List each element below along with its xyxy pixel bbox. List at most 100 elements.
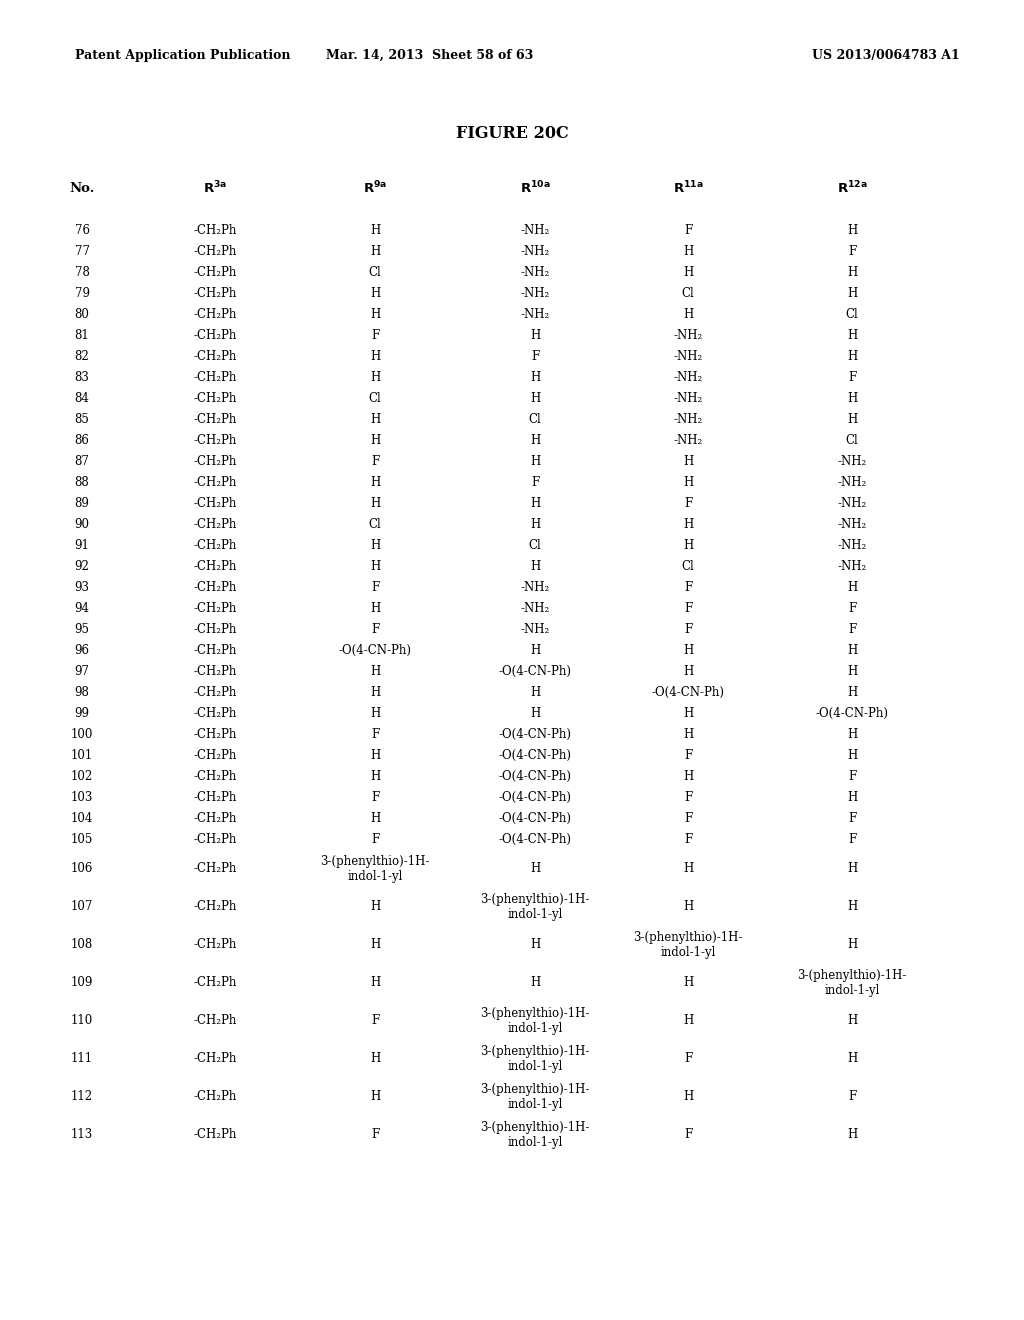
- Text: 107: 107: [71, 900, 93, 913]
- Text: -O(4-CN-Ph): -O(4-CN-Ph): [651, 686, 725, 700]
- Text: H: H: [370, 434, 380, 447]
- Text: 112: 112: [71, 1090, 93, 1104]
- Text: H: H: [529, 455, 540, 469]
- Text: -CH₂Ph: -CH₂Ph: [194, 392, 237, 405]
- Text: H: H: [683, 477, 693, 488]
- Text: H: H: [683, 539, 693, 552]
- Text: -CH₂Ph: -CH₂Ph: [194, 862, 237, 875]
- Text: H: H: [370, 748, 380, 762]
- Text: 3-(phenylthio)-1H-
indol-1-yl: 3-(phenylthio)-1H- indol-1-yl: [480, 1045, 590, 1073]
- Text: 3-(phenylthio)-1H-
indol-1-yl: 3-(phenylthio)-1H- indol-1-yl: [798, 969, 906, 997]
- Text: H: H: [683, 665, 693, 678]
- Text: 94: 94: [75, 602, 89, 615]
- Text: -CH₂Ph: -CH₂Ph: [194, 455, 237, 469]
- Text: F: F: [848, 770, 856, 783]
- Text: F: F: [684, 623, 692, 636]
- Text: H: H: [847, 286, 857, 300]
- Text: -CH₂Ph: -CH₂Ph: [194, 246, 237, 257]
- Text: 106: 106: [71, 862, 93, 875]
- Text: -CH₂Ph: -CH₂Ph: [194, 644, 237, 657]
- Text: -NH₂: -NH₂: [674, 434, 702, 447]
- Text: H: H: [370, 371, 380, 384]
- Text: -CH₂Ph: -CH₂Ph: [194, 602, 237, 615]
- Text: 108: 108: [71, 939, 93, 952]
- Text: H: H: [529, 977, 540, 990]
- Text: F: F: [684, 498, 692, 510]
- Text: 80: 80: [75, 308, 89, 321]
- Text: H: H: [847, 350, 857, 363]
- Text: -CH₂Ph: -CH₂Ph: [194, 686, 237, 700]
- Text: H: H: [683, 517, 693, 531]
- Text: -CH₂Ph: -CH₂Ph: [194, 371, 237, 384]
- Text: 99: 99: [75, 708, 89, 719]
- Text: F: F: [684, 1052, 692, 1065]
- Text: 3-(phenylthio)-1H-
indol-1-yl: 3-(phenylthio)-1H- indol-1-yl: [633, 931, 742, 960]
- Text: F: F: [684, 748, 692, 762]
- Text: F: F: [371, 581, 379, 594]
- Text: -CH₂Ph: -CH₂Ph: [194, 517, 237, 531]
- Text: -O(4-CN-Ph): -O(4-CN-Ph): [499, 665, 571, 678]
- Text: 97: 97: [75, 665, 89, 678]
- Text: F: F: [371, 455, 379, 469]
- Text: 104: 104: [71, 812, 93, 825]
- Text: H: H: [529, 329, 540, 342]
- Text: 3-(phenylthio)-1H-
indol-1-yl: 3-(phenylthio)-1H- indol-1-yl: [480, 1007, 590, 1035]
- Text: -O(4-CN-Ph): -O(4-CN-Ph): [499, 770, 571, 783]
- Text: H: H: [847, 644, 857, 657]
- Text: -CH₂Ph: -CH₂Ph: [194, 665, 237, 678]
- Text: 3-(phenylthio)-1H-
indol-1-yl: 3-(phenylthio)-1H- indol-1-yl: [321, 855, 430, 883]
- Text: 82: 82: [75, 350, 89, 363]
- Text: -O(4-CN-Ph): -O(4-CN-Ph): [499, 833, 571, 846]
- Text: -O(4-CN-Ph): -O(4-CN-Ph): [815, 708, 889, 719]
- Text: -CH₂Ph: -CH₂Ph: [194, 498, 237, 510]
- Text: -O(4-CN-Ph): -O(4-CN-Ph): [339, 644, 412, 657]
- Text: F: F: [848, 246, 856, 257]
- Text: H: H: [847, 1015, 857, 1027]
- Text: -O(4-CN-Ph): -O(4-CN-Ph): [499, 812, 571, 825]
- Text: -CH₂Ph: -CH₂Ph: [194, 1015, 237, 1027]
- Text: -NH₂: -NH₂: [838, 455, 866, 469]
- Text: -CH₂Ph: -CH₂Ph: [194, 350, 237, 363]
- Text: F: F: [848, 623, 856, 636]
- Text: H: H: [370, 770, 380, 783]
- Text: H: H: [847, 1052, 857, 1065]
- Text: 88: 88: [75, 477, 89, 488]
- Text: 89: 89: [75, 498, 89, 510]
- Text: -CH₂Ph: -CH₂Ph: [194, 791, 237, 804]
- Text: H: H: [683, 729, 693, 741]
- Text: 85: 85: [75, 413, 89, 426]
- Text: Cl: Cl: [846, 434, 858, 447]
- Text: H: H: [847, 900, 857, 913]
- Text: Cl: Cl: [369, 517, 381, 531]
- Text: 83: 83: [75, 371, 89, 384]
- Text: H: H: [370, 539, 380, 552]
- Text: $\mathbf{R^{10a}}$: $\mathbf{R^{10a}}$: [519, 180, 550, 197]
- Text: 98: 98: [75, 686, 89, 700]
- Text: -CH₂Ph: -CH₂Ph: [194, 1129, 237, 1142]
- Text: H: H: [370, 560, 380, 573]
- Text: H: H: [529, 862, 540, 875]
- Text: F: F: [684, 224, 692, 238]
- Text: -CH₂Ph: -CH₂Ph: [194, 329, 237, 342]
- Text: F: F: [371, 729, 379, 741]
- Text: F: F: [684, 791, 692, 804]
- Text: -CH₂Ph: -CH₂Ph: [194, 434, 237, 447]
- Text: F: F: [684, 602, 692, 615]
- Text: H: H: [683, 644, 693, 657]
- Text: 81: 81: [75, 329, 89, 342]
- Text: H: H: [529, 560, 540, 573]
- Text: -NH₂: -NH₂: [520, 267, 550, 279]
- Text: No.: No.: [70, 181, 94, 194]
- Text: H: H: [847, 267, 857, 279]
- Text: -CH₂Ph: -CH₂Ph: [194, 267, 237, 279]
- Text: H: H: [847, 686, 857, 700]
- Text: H: H: [847, 791, 857, 804]
- Text: 113: 113: [71, 1129, 93, 1142]
- Text: H: H: [370, 665, 380, 678]
- Text: H: H: [847, 862, 857, 875]
- Text: -CH₂Ph: -CH₂Ph: [194, 413, 237, 426]
- Text: H: H: [847, 392, 857, 405]
- Text: -CH₂Ph: -CH₂Ph: [194, 770, 237, 783]
- Text: -O(4-CN-Ph): -O(4-CN-Ph): [499, 729, 571, 741]
- Text: H: H: [529, 939, 540, 952]
